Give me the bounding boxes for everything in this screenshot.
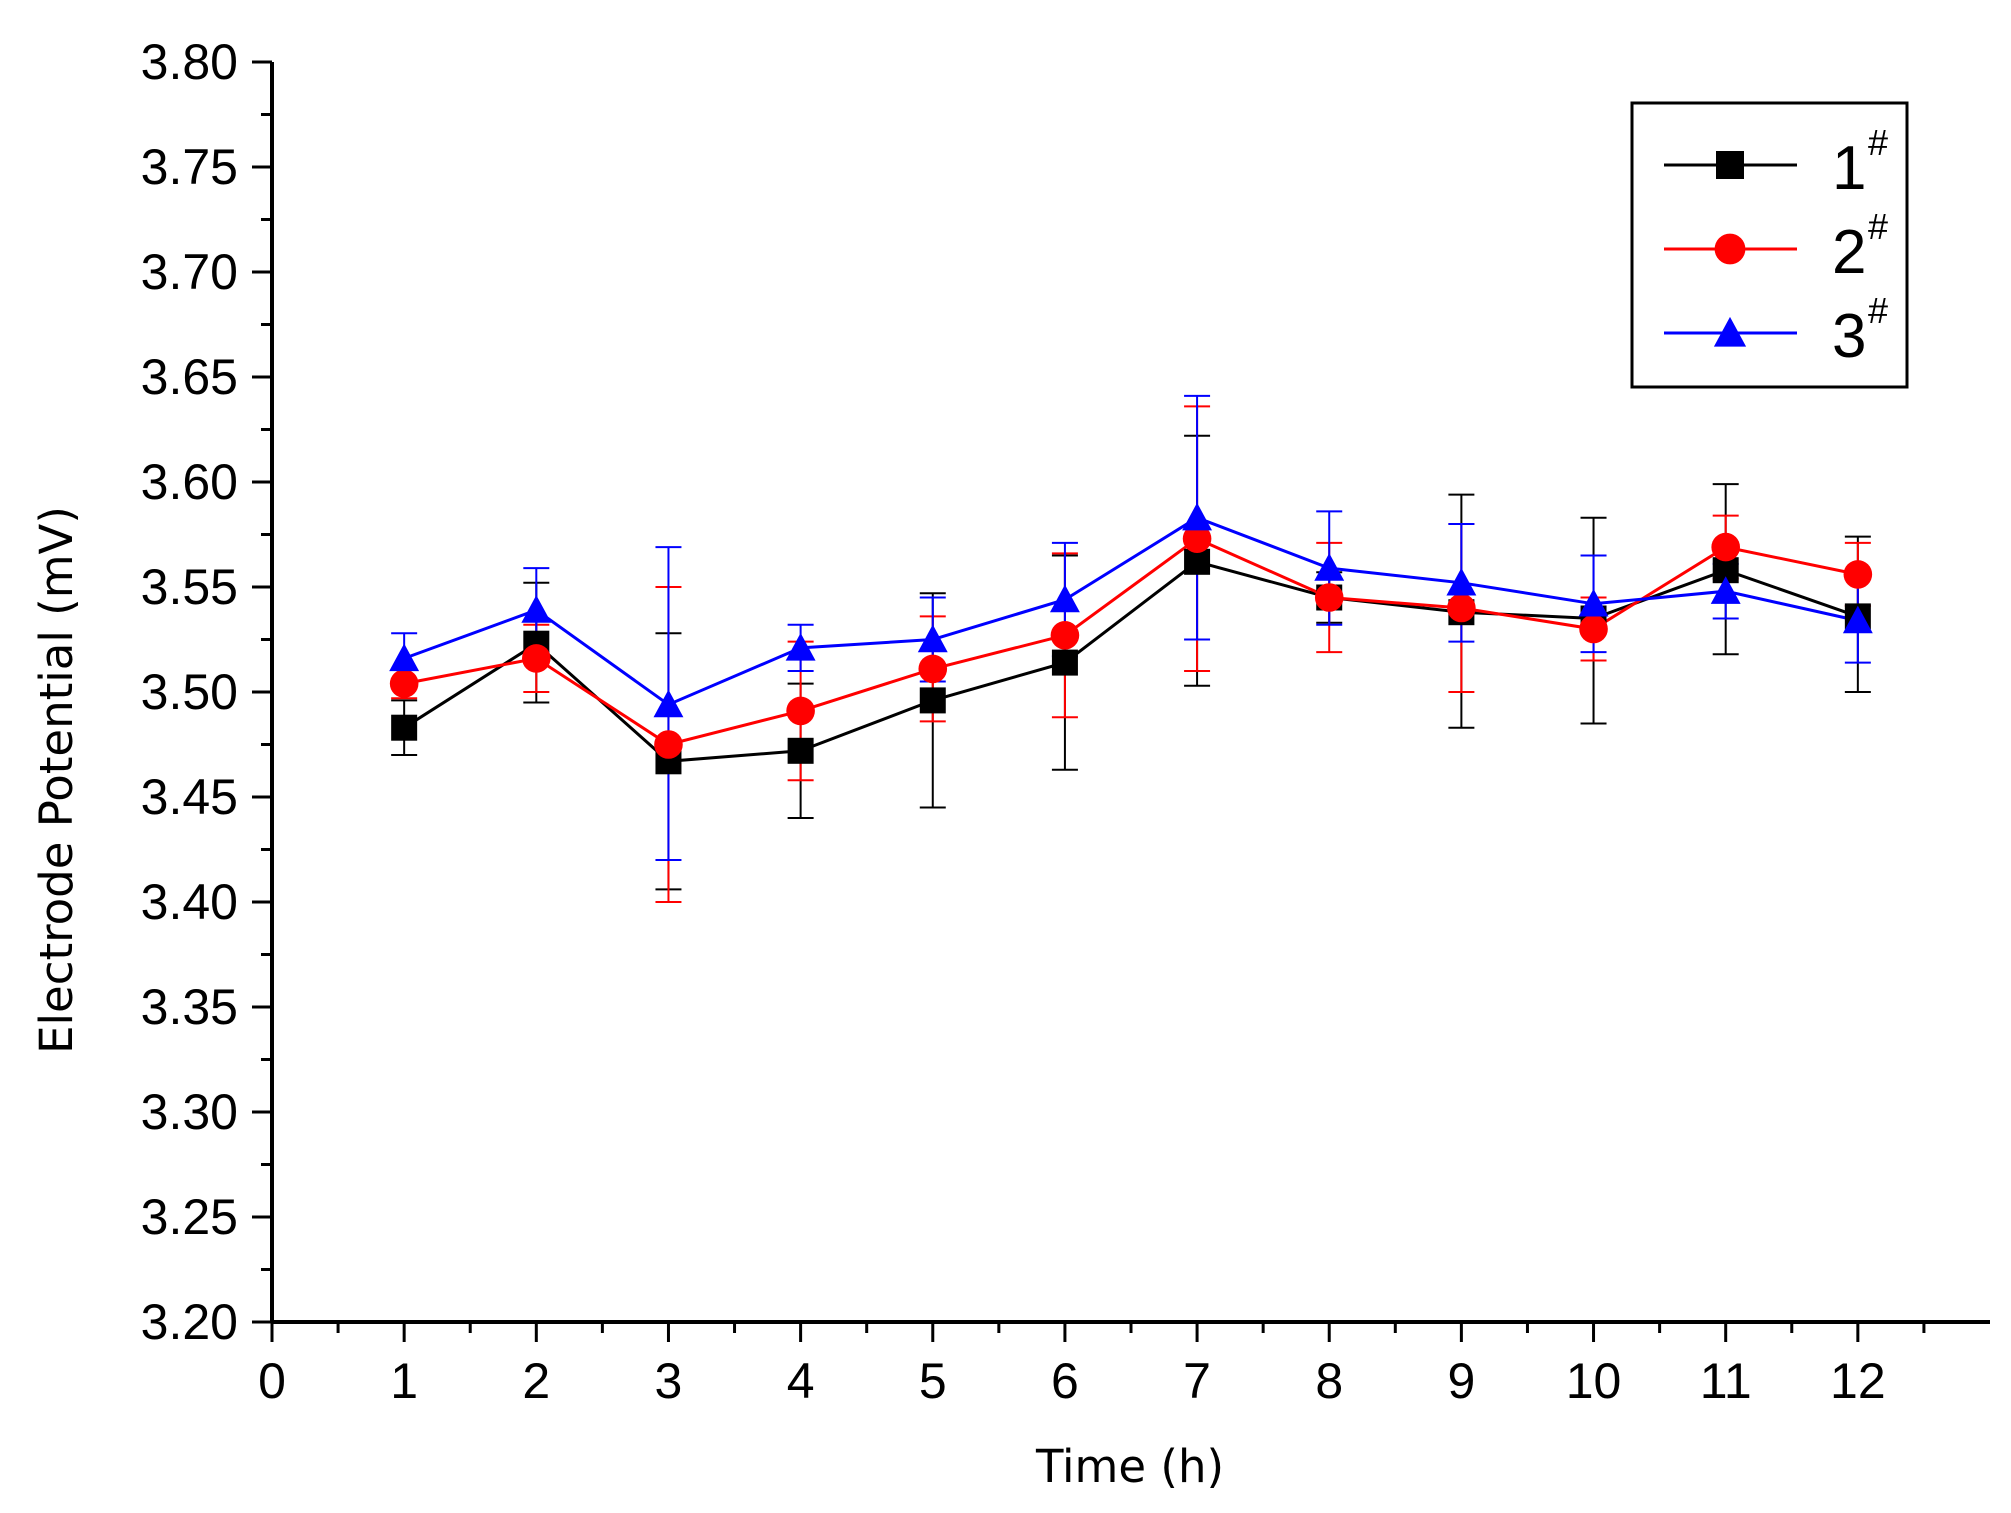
x-tick-label: 2 (522, 1353, 550, 1409)
data-point-series-1 (919, 687, 946, 714)
data-point-series-2 (389, 669, 419, 698)
y-tick-label: 3.30 (141, 1084, 238, 1140)
data-point-series-3 (1314, 553, 1345, 581)
y-tick-label: 3.55 (141, 559, 238, 615)
error-bars-group (391, 394, 1871, 903)
data-point-series-3 (1710, 576, 1741, 604)
data-point-series-2 (1314, 583, 1344, 612)
y-tick-label: 3.35 (141, 979, 238, 1035)
y-tick-label: 3.65 (141, 349, 238, 405)
x-axis-title: Time (h) (1035, 1440, 1224, 1493)
x-tick-label: 10 (1566, 1353, 1622, 1409)
data-point-series-1 (1051, 649, 1078, 676)
legend-marker-3 (1713, 316, 1747, 347)
data-point-series-2 (1843, 560, 1873, 589)
legend-label-sup-2: # (1868, 206, 1888, 247)
legend-label-2: 2 (1832, 218, 1866, 287)
data-point-series-1 (391, 714, 418, 741)
legend-label-sup-3: # (1868, 290, 1888, 331)
data-point-series-3 (521, 595, 552, 623)
x-tick-label: 11 (1700, 1353, 1752, 1409)
axes-group: 3.20 3.25 3.30 3.35 3.40 3.45 3.50 3.55 3.60 3.65… (141, 34, 1990, 1409)
x-tick-label: 4 (787, 1353, 815, 1409)
y-tick-label: 3.45 (141, 769, 238, 825)
y-tick-label: 3.40 (141, 874, 238, 930)
x-tick-label: 6 (1051, 1353, 1079, 1409)
legend-marker-2 (1714, 233, 1746, 265)
x-tick-label: 1 (390, 1353, 418, 1409)
y-tick-label: 3.75 (141, 139, 238, 195)
x-tick-label: 3 (655, 1353, 683, 1409)
x-tick-label: 5 (919, 1353, 947, 1409)
series-line-3 (403, 516, 1859, 707)
x-tick-label: 8 (1315, 1353, 1343, 1409)
x-tick-label: 12 (1830, 1353, 1886, 1409)
legend-label-1: 1 (1832, 134, 1866, 203)
data-point-series-1 (787, 737, 814, 764)
markers-group (389, 502, 1873, 775)
data-point-series-2 (1711, 532, 1740, 562)
legend-label-sup-1: # (1868, 122, 1888, 163)
legend-box (1630, 101, 1909, 389)
legend: 1 #2 #3 # (1630, 101, 1909, 389)
series-lines-group (403, 516, 1859, 763)
data-point-series-2 (1579, 614, 1608, 644)
y-tick-label: 3.25 (141, 1189, 238, 1245)
data-point-series-3 (785, 632, 816, 661)
data-point-series-3 (389, 643, 420, 672)
data-point-series-1 (1184, 548, 1211, 575)
data-point-series-3 (1182, 502, 1213, 531)
data-point-series-3 (1446, 567, 1477, 596)
data-point-series-2 (1182, 524, 1212, 553)
y-tick-label: 3.20 (141, 1294, 238, 1350)
data-point-series-3 (653, 689, 684, 718)
y-tick-label: 3.60 (141, 454, 238, 510)
x-tick-label: 0 (258, 1353, 286, 1409)
y-tick-label: 3.50 (141, 664, 238, 720)
data-point-series-2 (918, 654, 948, 684)
data-point-series-2 (654, 730, 683, 759)
series-line-1 (403, 560, 1859, 763)
y-tick-label: 3.70 (141, 244, 238, 300)
series-line-2 (403, 536, 1859, 747)
y-tick-label: 3.80 (141, 34, 238, 90)
data-point-series-2 (1447, 593, 1476, 623)
data-point-series-2 (522, 644, 551, 673)
y-axis-title: Electrode Potential (mV) (30, 506, 83, 1054)
legend-marker-1 (1716, 151, 1744, 179)
legend-label-3: 3 (1832, 302, 1866, 371)
data-point-series-3 (1578, 588, 1609, 617)
data-point-series-3 (1842, 605, 1873, 634)
data-point-series-3 (1049, 584, 1080, 613)
data-point-series-3 (917, 624, 948, 653)
data-point-series-2 (786, 696, 815, 726)
x-tick-label: 9 (1447, 1353, 1475, 1409)
x-tick-label: 7 (1183, 1353, 1211, 1409)
data-point-series-2 (1050, 621, 1080, 650)
